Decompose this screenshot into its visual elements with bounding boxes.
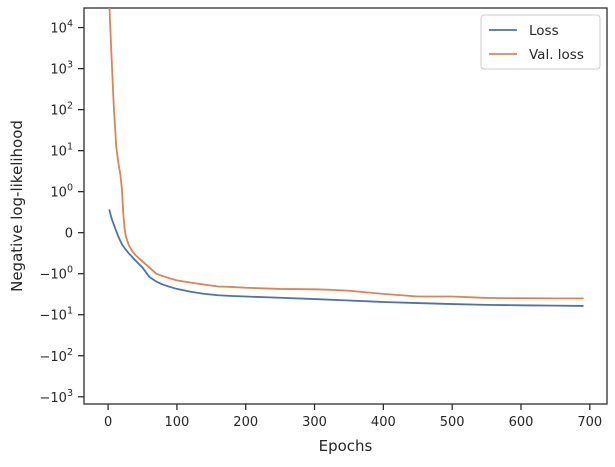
y-tick-label: 0 bbox=[65, 227, 73, 242]
series-line-val-loss bbox=[108, 8, 584, 300]
x-tick-label: 0 bbox=[104, 415, 112, 430]
x-tick-label: 200 bbox=[233, 415, 258, 430]
y-axis-label: Negative log-likelihood bbox=[8, 120, 26, 292]
series-layer bbox=[108, 8, 584, 307]
legend-label-val-loss: Val. loss bbox=[529, 47, 584, 63]
plot-area-frame bbox=[83, 7, 608, 405]
x-axis-label: Epochs bbox=[319, 437, 373, 455]
legend-label-loss: Loss bbox=[529, 23, 559, 39]
y-tick-label: 102 bbox=[50, 101, 73, 119]
y-tick-label: −103 bbox=[40, 388, 73, 406]
x-axis: 0 100 200 300 400 500 600 700 bbox=[104, 404, 602, 430]
y-tick-label: −102 bbox=[40, 347, 73, 365]
y-tick-label: −101 bbox=[40, 306, 73, 324]
series-line-loss bbox=[108, 209, 584, 307]
x-tick-label: 500 bbox=[440, 415, 465, 430]
legend-box bbox=[480, 14, 601, 70]
y-tick-label: −100 bbox=[40, 265, 73, 283]
x-tick-label: 100 bbox=[164, 415, 189, 430]
x-tick-label: 400 bbox=[371, 415, 396, 430]
legend: Loss Val. loss bbox=[480, 14, 601, 70]
x-tick-label: 300 bbox=[302, 415, 327, 430]
x-tick-label: 600 bbox=[509, 415, 534, 430]
y-tick-label: 101 bbox=[50, 142, 73, 160]
y-tick-label: 103 bbox=[50, 60, 73, 78]
y-tick-label: 100 bbox=[50, 183, 73, 201]
x-tick-label: 700 bbox=[577, 415, 602, 430]
y-tick-label: 104 bbox=[50, 19, 73, 37]
y-axis: 104 103 102 101 100 0 −100 −101 −102 −103 bbox=[40, 19, 84, 406]
